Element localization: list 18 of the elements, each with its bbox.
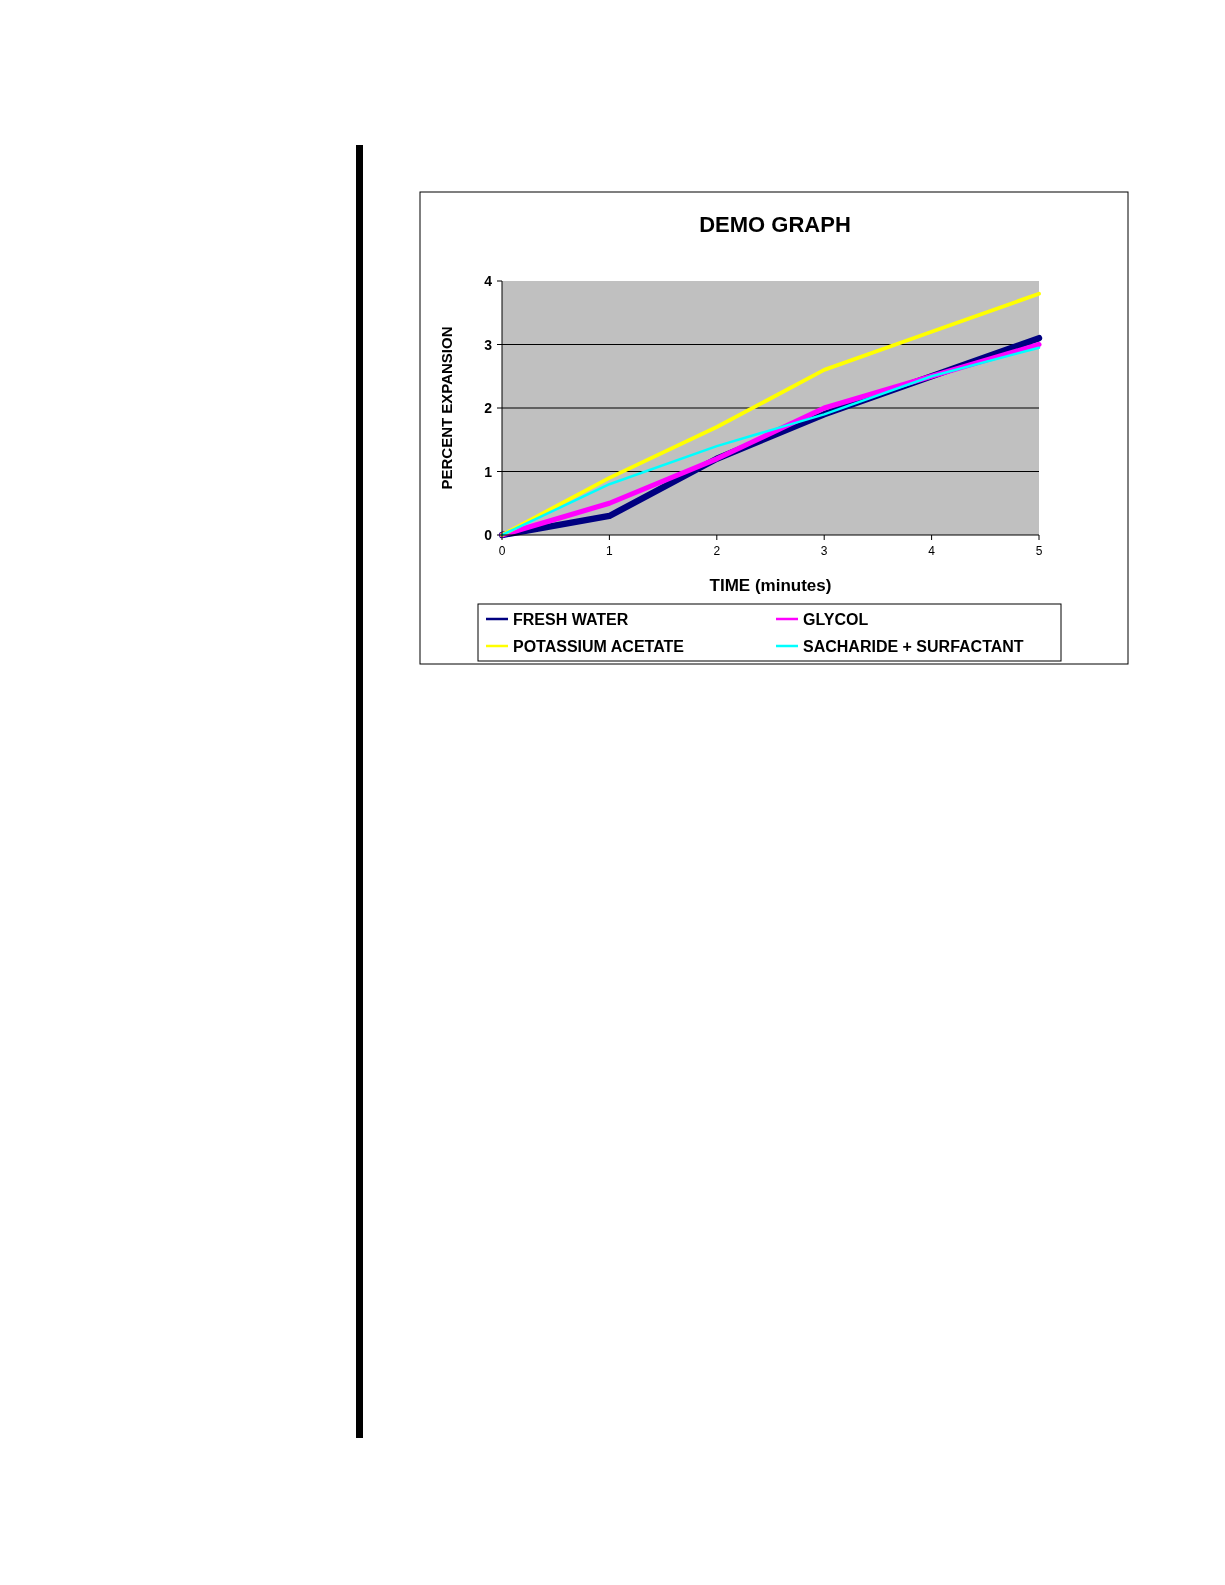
x-tick-label: 4 xyxy=(928,544,936,558)
legend-label: SACHARIDE + SURFACTANT xyxy=(803,638,1024,655)
x-tick-label: 0 xyxy=(498,544,506,558)
legend-label: GLYCOL xyxy=(803,611,869,628)
legend-label: FRESH WATER xyxy=(513,611,629,628)
x-tick-label: 1 xyxy=(606,544,614,558)
x-axis-title: TIME (minutes) xyxy=(709,576,832,595)
x-tick-label: 2 xyxy=(713,544,721,558)
legend-label: POTASSIUM ACETATE xyxy=(513,638,685,655)
y-axis-title: PERCENT EXPANSION xyxy=(438,326,455,490)
y-tick-label: 4 xyxy=(484,273,493,289)
x-tick-label: 5 xyxy=(1035,544,1043,558)
chart-title: DEMO GRAPH xyxy=(699,212,851,237)
y-tick-label: 2 xyxy=(484,400,493,416)
y-tick-label: 3 xyxy=(484,336,493,353)
x-tick-label: 3 xyxy=(820,544,828,558)
y-tick-label: 1 xyxy=(484,463,493,480)
y-tick-label: 0 xyxy=(484,527,493,543)
